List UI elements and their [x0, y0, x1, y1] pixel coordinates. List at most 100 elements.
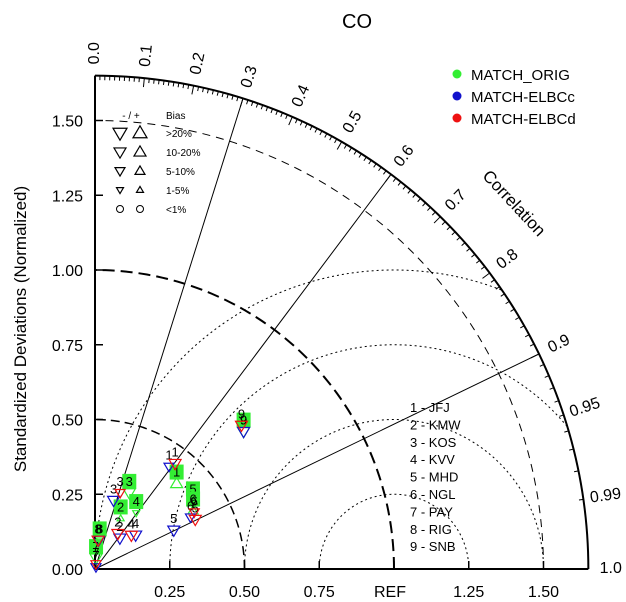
bias-legend-label: >20% [166, 129, 192, 140]
bias-legend-label: 10-20% [166, 148, 201, 159]
point-marker-match-elbcc [106, 495, 121, 508]
correlation-tick [505, 300, 510, 305]
correlation-tick [549, 387, 554, 390]
ref-label: REF [374, 584, 406, 601]
x-tick-label: 0.25 [154, 584, 185, 601]
correlation-tick-label: 0.3 [238, 64, 261, 90]
correlation-tick [167, 81, 170, 86]
legend-dot [452, 91, 462, 101]
point-marker-match-elbcd [91, 535, 106, 548]
correlation-tick [559, 414, 564, 417]
y-tick-label: 0.00 [52, 562, 83, 579]
correlation-tick [530, 353, 540, 359]
correlation-tick [378, 166, 382, 172]
point-label-match-orig: 3 [126, 474, 133, 489]
correlation-tick [202, 87, 205, 93]
correlation-tick [343, 144, 348, 149]
correlation-tick [314, 128, 318, 133]
correlation-tick [236, 96, 239, 102]
correlation-tick [385, 174, 392, 182]
correlation-tick [334, 138, 338, 144]
y-tick-label: 0.25 [52, 487, 83, 504]
station-label: 3 - KOS [410, 435, 457, 450]
correlation-tick [368, 159, 372, 165]
point-marker-match-orig [116, 513, 126, 522]
outer-arc [94, 74, 590, 570]
station-label: 5 - MHD [410, 470, 458, 485]
point-marker-match-elbcc [89, 563, 103, 574]
correlation-tick [524, 334, 530, 338]
bias-legend-circle-icon [136, 205, 144, 213]
chart-title: CO [342, 11, 372, 33]
point-label-match-elbcd: 3 [116, 474, 123, 489]
correlation-tick [358, 153, 362, 158]
x-tick-label: 1.50 [528, 584, 559, 601]
correlation-tick-label: 0.9 [545, 331, 573, 356]
point-label-box-match-orig [129, 494, 144, 510]
correlation-tick [441, 221, 446, 226]
bias-legend-down-icon [112, 147, 128, 160]
bias-legend-down-icon [111, 127, 129, 142]
correlation-tick [431, 211, 436, 216]
point-marker-match-elbcd [168, 458, 183, 471]
correlation-tick-label: 0.0 [86, 42, 103, 64]
point-label-match-orig: 8 [96, 521, 103, 536]
correlation-tick [446, 226, 451, 231]
correlation-tick [402, 185, 407, 190]
bias-legend-header: Bias [166, 111, 185, 122]
point-marker-match-elbcc [162, 462, 176, 473]
point-marker-match-elbcd [110, 528, 125, 541]
y-tick-label: 1.25 [52, 188, 83, 205]
correlation-tick [363, 156, 367, 161]
station-label: 2 - KMW [410, 417, 461, 432]
bias-legend-up-icon [132, 144, 148, 157]
correlation-tick [554, 400, 559, 403]
sd-arc-0.5 [94, 418, 246, 570]
correlation-tick-label: 0.5 [340, 108, 366, 136]
correlation-tick [275, 110, 279, 116]
correlation-tick [206, 88, 209, 94]
station-label: 4 - KVV [410, 452, 455, 467]
correlation-tick [500, 293, 505, 297]
rms-circle-1 [318, 493, 470, 569]
correlation-tick [510, 308, 515, 312]
rms-circle-2 [244, 418, 544, 570]
point-label-box-match-orig [92, 521, 107, 537]
correlation-tick [231, 95, 234, 100]
correlation-label: Correlation [479, 166, 550, 240]
correlation-tick [427, 206, 431, 211]
point-label-match-elbcc: 2 [116, 519, 123, 534]
correlation-tick [304, 123, 308, 128]
y-axis-label: Standardized Deviations (Normalized) [11, 186, 30, 472]
correlation-tick [482, 272, 490, 279]
x-tick-label: 0.50 [229, 584, 260, 601]
bias-legend-up-icon [133, 164, 147, 175]
point-label-match-elbcd: 7 [92, 545, 99, 560]
correlation-tick [255, 103, 259, 108]
correlation-tick [280, 112, 283, 117]
point-label-match-orig: 2 [117, 499, 124, 514]
correlation-ray-0.9 [94, 353, 540, 570]
correlation-tick [191, 85, 195, 95]
legend-dot [452, 113, 462, 123]
correlation-tick [239, 98, 244, 108]
correlation-tick [211, 89, 214, 95]
correlation-tick [336, 141, 343, 150]
correlation-tick [480, 266, 486, 270]
point-label-match-orig: 5 [189, 481, 196, 496]
point-label-match-elbcd: 5 [192, 500, 199, 515]
correlation-tick [177, 82, 180, 88]
bias-legend-up-icon [135, 185, 145, 193]
point-label-match-orig: 9 [240, 413, 247, 428]
point-marker-match-orig [169, 476, 184, 489]
sd-arc-1.5 [94, 120, 544, 570]
point-marker-match-elbcc [128, 530, 143, 543]
point-label-match-elbcd: 8 [94, 521, 101, 536]
correlation-tick [353, 150, 357, 155]
correlation-tick [153, 79, 155, 84]
correlation-tick [397, 181, 402, 186]
point-label-match-elbcc: 7 [92, 548, 99, 563]
correlation-tick [569, 448, 574, 451]
rms-circle-4 [94, 269, 502, 570]
correlation-tick [260, 104, 264, 110]
